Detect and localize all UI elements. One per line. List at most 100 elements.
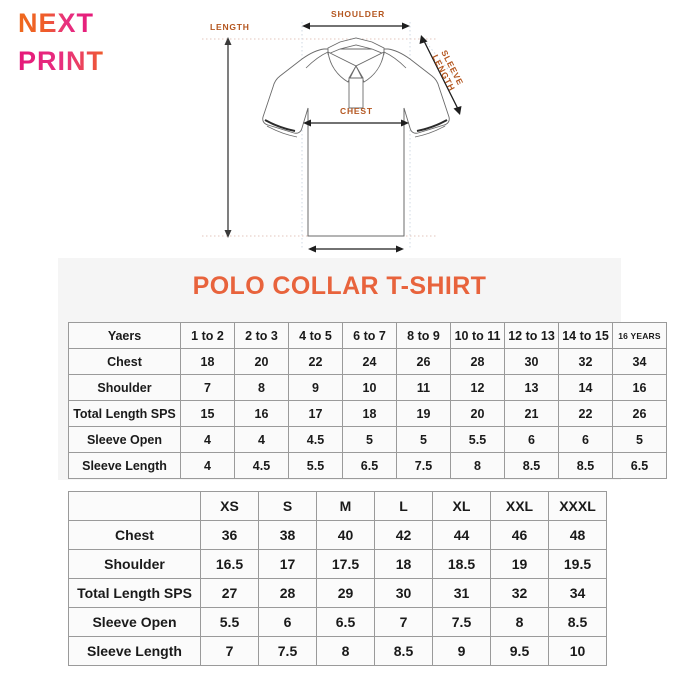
table-cell: 5.5	[200, 607, 259, 637]
table-cell: 19	[490, 549, 549, 579]
table-cell: 36	[200, 520, 259, 550]
header-cell-age: 14 to 15	[558, 322, 613, 349]
table-row: Shoulder 16.5 17 17.5 18 18.5 19 19.5	[68, 549, 607, 579]
table-row: Total Length SPS 27 28 29 30 31 32 34	[68, 578, 607, 608]
table-cell: 27	[200, 578, 259, 608]
table-cell: 21	[504, 400, 559, 427]
table-cell: 16	[234, 400, 289, 427]
table-cell: 9.5	[490, 636, 549, 666]
table-row: Sleeve Length 4 4.5 5.5 6.5 7.5 8 8.5 8.…	[68, 452, 667, 479]
table-cell: 7	[180, 374, 235, 401]
logo-text-next: NEXT	[18, 8, 95, 38]
header-cell-age: 1 to 2	[180, 322, 235, 349]
table-cell: 6	[258, 607, 317, 637]
table-cell: 17	[258, 549, 317, 579]
table-cell: 15	[180, 400, 235, 427]
table-cell: 4	[234, 426, 289, 453]
header-cell-size: XL	[432, 491, 491, 521]
shoulder-dimension-arrow	[302, 22, 410, 30]
brand-logo: NEXT PRINT	[18, 10, 168, 75]
header-cell-size: S	[258, 491, 317, 521]
header-cell-size: M	[316, 491, 375, 521]
table-cell: 8.5	[374, 636, 433, 666]
table-cell: 6.5	[612, 452, 667, 479]
row-label: Chest	[68, 348, 181, 375]
table-header-row: XS S M L XL XXL XXXL	[68, 491, 607, 521]
chest-label: CHEST	[340, 106, 373, 116]
polo-collar	[327, 37, 385, 83]
header-cell-age: 8 to 9	[396, 322, 451, 349]
table-cell: 30	[504, 348, 559, 375]
table-row: Chest 36 38 40 42 44 46 48	[68, 520, 607, 550]
table-cell: 24	[342, 348, 397, 375]
kids-table-body: Yaers 1 to 2 2 to 3 4 to 5 6 to 7 8 to 9…	[68, 322, 667, 479]
table-cell: 7.5	[258, 636, 317, 666]
table-cell: 32	[490, 578, 549, 608]
table-cell: 48	[548, 520, 607, 550]
table-cell: 18.5	[432, 549, 491, 579]
table-cell: 8.5	[504, 452, 559, 479]
table-cell: 5	[612, 426, 667, 453]
table-cell: 5.5	[288, 452, 343, 479]
table-cell: 7	[200, 636, 259, 666]
table-row: Sleeve Open 5.5 6 6.5 7 7.5 8 8.5	[68, 607, 607, 637]
row-label: Total Length SPS	[68, 578, 201, 608]
table-cell: 8.5	[558, 452, 613, 479]
table-cell: 6.5	[316, 607, 375, 637]
row-label: Sleeve Length	[68, 636, 201, 666]
page-title: POLO COLLAR T-SHIRT	[192, 272, 487, 300]
header-cell-age: 16 YEARS	[612, 322, 667, 349]
row-label: Chest	[68, 520, 201, 550]
header-cell-size: XXL	[490, 491, 549, 521]
row-label: Total Length SPS	[68, 400, 181, 427]
table-cell: 34	[548, 578, 607, 608]
table-cell: 5.5	[450, 426, 505, 453]
shoulder-label: SHOULDER	[331, 9, 385, 19]
header-cell-age: 2 to 3	[234, 322, 289, 349]
length-dimension-arrow	[224, 37, 232, 238]
table-cell: 7.5	[432, 607, 491, 637]
adult-table-body: XS S M L XL XXL XXXL Chest 36 38 40 42 4…	[68, 491, 607, 666]
table-cell: 10	[342, 374, 397, 401]
length-label: LENGTH	[210, 22, 250, 32]
tshirt-measurement-diagram: LENGTH SHOULDER CHEST SLEE	[188, 4, 488, 256]
table-cell: 18	[180, 348, 235, 375]
row-label: Sleeve Open	[68, 607, 201, 637]
table-cell: 22	[558, 400, 613, 427]
table-cell: 6	[504, 426, 559, 453]
table-cell: 32	[558, 348, 613, 375]
table-row: Shoulder 7 8 9 10 11 12 13 14 16	[68, 374, 667, 401]
row-label: Sleeve Length	[68, 452, 181, 479]
table-cell: 17.5	[316, 549, 375, 579]
chest-dimension-arrow	[303, 119, 409, 127]
table-cell: 8	[490, 607, 549, 637]
table-cell: 28	[258, 578, 317, 608]
header-cell-size: L	[374, 491, 433, 521]
table-cell: 4.5	[288, 426, 343, 453]
adult-size-table: XS S M L XL XXL XXXL Chest 36 38 40 42 4…	[68, 491, 607, 666]
header-cell-age: 10 to 11	[450, 322, 505, 349]
table-cell: 18	[374, 549, 433, 579]
logo-text-print: PRINT	[18, 46, 104, 76]
table-cell: 38	[258, 520, 317, 550]
table-cell: 11	[396, 374, 451, 401]
header-cell-age: 12 to 13	[504, 322, 559, 349]
header-cell-age: 4 to 5	[288, 322, 343, 349]
header-cell-size: XS	[200, 491, 259, 521]
polo-shirt-outline	[262, 48, 450, 237]
table-cell: 20	[450, 400, 505, 427]
table-cell: 6	[558, 426, 613, 453]
table-cell: 29	[316, 578, 375, 608]
table-cell: 44	[432, 520, 491, 550]
row-label: Shoulder	[68, 549, 201, 579]
table-cell: 10	[548, 636, 607, 666]
header-cell-blank	[68, 491, 201, 521]
placket	[348, 77, 364, 109]
row-label: Sleeve Open	[68, 426, 181, 453]
table-cell: 30	[374, 578, 433, 608]
table-cell: 34	[612, 348, 667, 375]
table-cell: 22	[288, 348, 343, 375]
table-cell: 42	[374, 520, 433, 550]
table-row: Chest 18 20 22 24 26 28 30 32 34	[68, 348, 667, 375]
